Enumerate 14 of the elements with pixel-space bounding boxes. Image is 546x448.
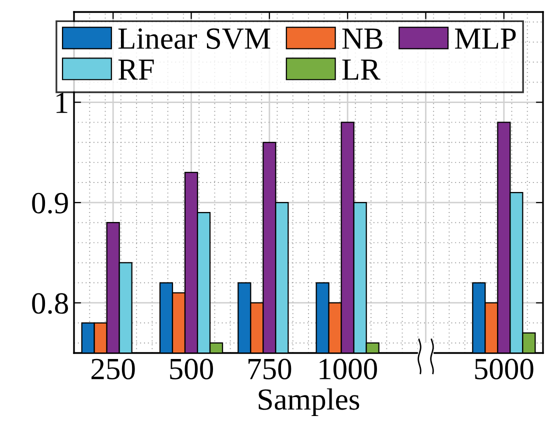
x-tick-label: 1000 (320, 358, 377, 380)
y-tick-label: 0.9 (32, 192, 68, 214)
x-tick-label: 500 (170, 358, 213, 380)
y-tick-label: 0.8 (32, 293, 68, 314)
legend-label: NB (342, 28, 382, 49)
x-tick-label: 250 (92, 358, 135, 380)
legend-label: MLP (455, 28, 516, 49)
x-tick-label: 750 (248, 358, 292, 380)
legend-label: LR (342, 60, 380, 80)
legend-label: RF (118, 60, 154, 80)
x-tick-label: 5000 (475, 358, 534, 380)
y-tick-label: 1 (56, 92, 68, 113)
legend-label: Linear SVM (118, 28, 270, 50)
x-axis-title: Samples (258, 388, 360, 416)
